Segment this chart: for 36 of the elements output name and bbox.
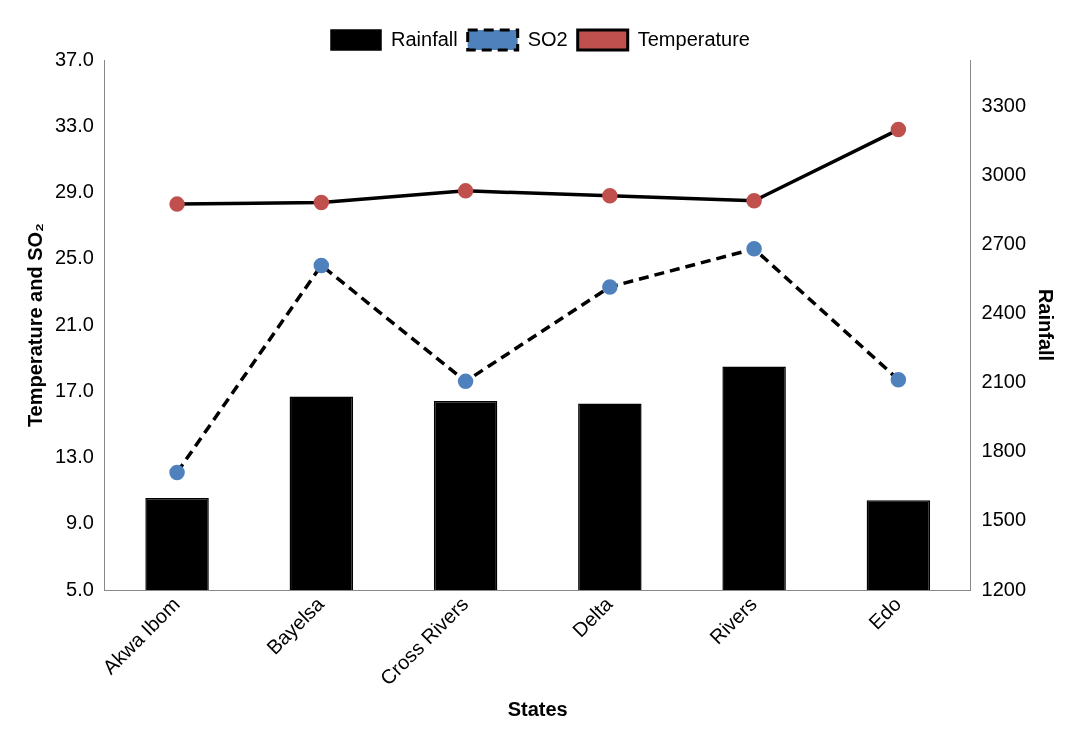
- x-tick-label: Edo: [864, 592, 906, 634]
- point: [890, 121, 907, 138]
- legend-label: Rainfall: [391, 27, 458, 50]
- y-tick-label: 17.0: [54, 378, 94, 401]
- y2-tick-label: 3000: [981, 162, 1027, 185]
- point: [169, 464, 185, 481]
- legend-label: SO2: [527, 27, 568, 50]
- y2-axis-title: Rainfall: [1035, 288, 1058, 362]
- y-tick-label: 33.0: [54, 113, 94, 136]
- y-tick-label: 29.0: [54, 180, 94, 203]
- y-tick-label: 5.0: [66, 577, 94, 600]
- y-tick-label: 25.0: [54, 246, 94, 269]
- point: [313, 257, 330, 274]
- legend-label: Temperature: [637, 27, 750, 50]
- y2-tick-label: 2400: [981, 301, 1027, 324]
- point: [457, 373, 474, 390]
- y2-tick-label: 3300: [981, 93, 1027, 116]
- y-axis-title: Temperature and SO₂: [23, 222, 46, 428]
- y2-tick-label: 2100: [981, 370, 1027, 393]
- x-axis-title: States: [507, 697, 568, 720]
- point: [602, 279, 618, 295]
- y2-tick-label: 1500: [981, 508, 1027, 531]
- y2-tick-label: 1800: [981, 439, 1027, 462]
- point: [746, 241, 762, 257]
- point: [313, 194, 330, 211]
- y2-tick-label: 1200: [981, 577, 1027, 600]
- point: [890, 371, 907, 388]
- y-tick-label: 21.0: [54, 312, 94, 335]
- point: [457, 183, 474, 199]
- y-tick-label: 9.0: [66, 511, 94, 534]
- point: [746, 193, 762, 209]
- y-tick-label: 37.0: [54, 47, 94, 70]
- point: [602, 188, 618, 204]
- y-tick-label: 13.0: [54, 445, 94, 468]
- y2-tick-label: 2700: [981, 231, 1027, 254]
- point: [169, 196, 185, 212]
